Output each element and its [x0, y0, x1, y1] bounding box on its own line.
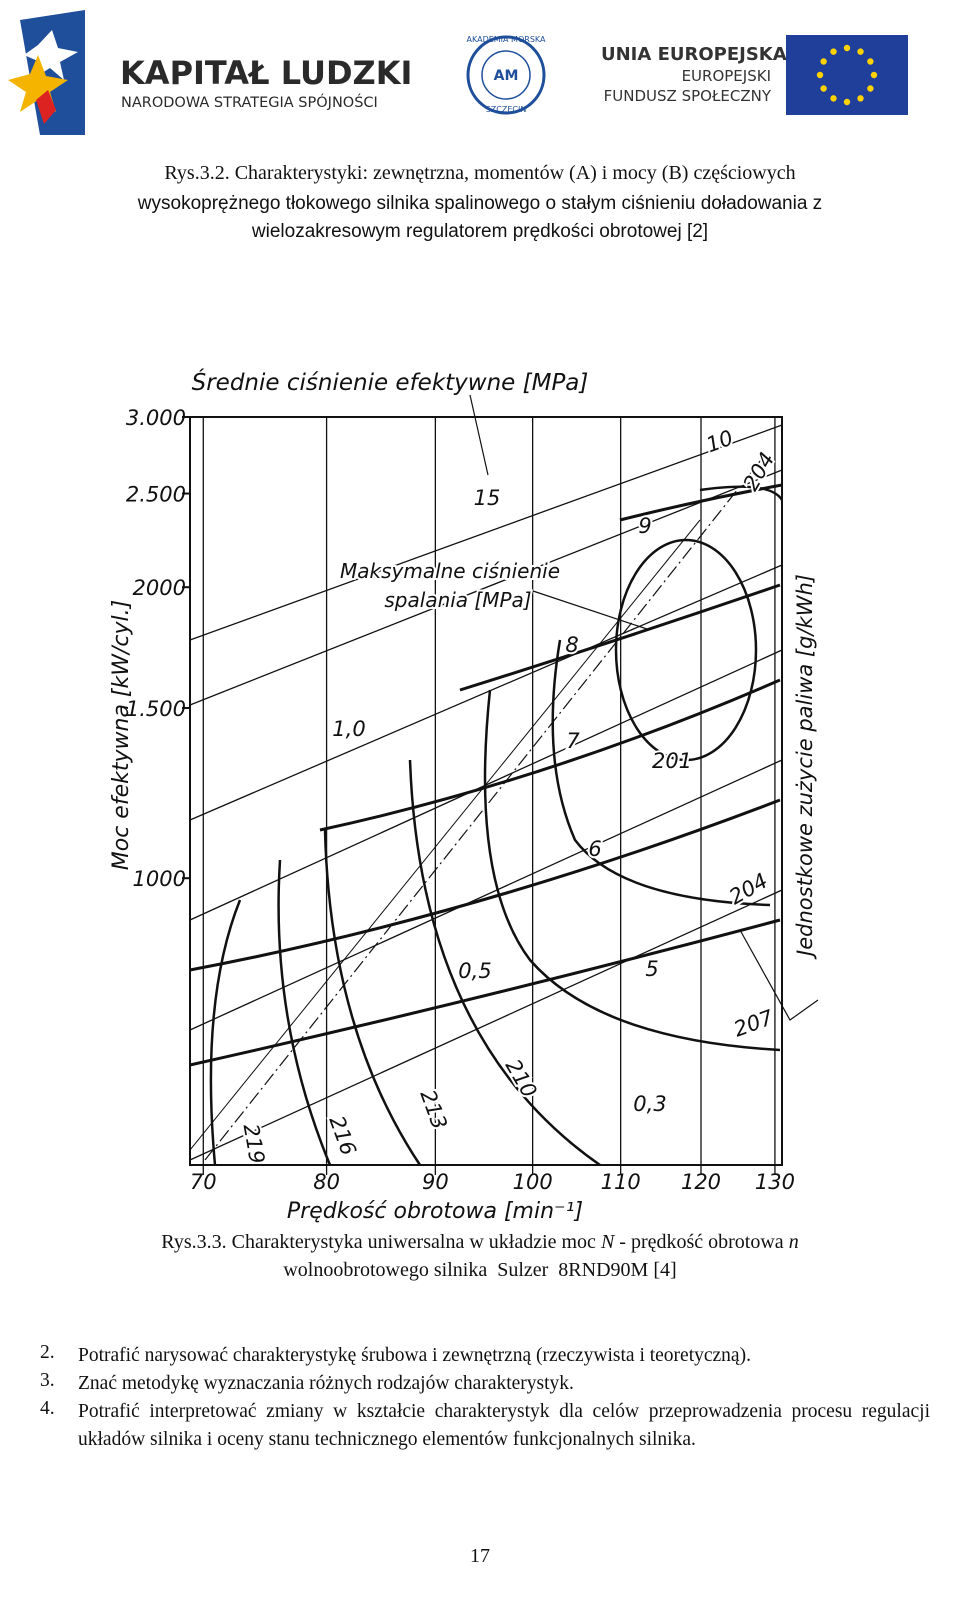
list-item: 3. Znać metodykę wyznaczania różnych rodz… — [40, 1370, 930, 1398]
logo-left-emblem — [8, 10, 85, 135]
x-tick-label: 110 — [601, 1170, 641, 1194]
eu-star — [857, 48, 864, 55]
eu-star — [857, 95, 864, 102]
eu-star — [816, 71, 824, 79]
eu-star — [820, 58, 827, 65]
eu-stars — [816, 44, 878, 106]
page-number: 17 — [470, 1545, 490, 1567]
x-tick-label: 70 — [190, 1170, 217, 1194]
list-item: 2. Potrafić narysować charakterystykę śru… — [40, 1342, 930, 1370]
list-text: Potrafić interpretować zmiany w kształci… — [78, 1401, 930, 1450]
curve-label: 210 — [501, 1055, 542, 1102]
curve-label: 15 — [474, 486, 501, 510]
eu-star — [843, 44, 851, 52]
eu-star — [843, 98, 851, 106]
y-tick-label: 2.500 — [126, 483, 186, 507]
caption-symbol: n — [788, 1231, 799, 1253]
curve-label: 1,0 — [332, 717, 365, 741]
logo-left-subtitle: NARODOWA STRATEGIA SPÓJNOŚCI — [121, 93, 378, 111]
caption-3-line: wolnoobrotowego silnika Sulzer 8RND90M [… — [283, 1259, 677, 1281]
curve-label: 9 — [638, 514, 651, 538]
list-number: 3. — [40, 1370, 55, 1391]
list-number: 4. — [40, 1398, 55, 1419]
chart: 70 80 90 100 110 120 130 1000 1.500 2000 2.500 3.00… — [109, 366, 819, 1224]
list-item: 4. Potrafić interpretować zmiany w kształ… — [40, 1398, 930, 1454]
caption-symbol: N — [600, 1231, 615, 1253]
y-tick-label: 3.000 — [126, 406, 186, 430]
x-tick-label: 100 — [513, 1170, 553, 1194]
logo-center: AKADEMIA MORSKA SZCZECIN AM — [466, 35, 546, 115]
logo-right-line1: EUROPEJSKI — [682, 67, 771, 85]
curve-label: 5 — [645, 957, 658, 981]
y-tick-label: 1.500 — [126, 697, 186, 721]
logo-center-ring-bottom: SZCZECIN — [486, 105, 527, 114]
curve-label: 207 — [731, 1005, 777, 1041]
caption-text: Rys.3.3. Charakterystyka uniwersalna w u… — [161, 1231, 601, 1253]
y-tick-label: 1000 — [133, 867, 186, 891]
caption-2-line: wielozakresowym regulatorem prędkości ob… — [251, 221, 709, 242]
logo-right-line2: FUNDUSZ SPOŁECZNY — [604, 87, 772, 105]
curve-label: 7 — [566, 729, 580, 753]
curve-label: 6 — [588, 837, 601, 861]
x-tick-label: 80 — [313, 1170, 340, 1194]
eu-star — [830, 48, 837, 55]
caption-text: - prędkość obrotowa — [614, 1231, 789, 1253]
curve-label: 213 — [415, 1087, 451, 1133]
caption-2-line: Rys.3.2. Charakterystyki: zewnętrzna, mo… — [164, 162, 796, 184]
x-tick-label: 130 — [755, 1170, 795, 1194]
eu-star — [867, 85, 874, 92]
annotation: Średnie ciśnienie efektywne [MPa] — [192, 368, 589, 396]
eu-star — [870, 71, 878, 79]
eu-star — [867, 58, 874, 65]
curve-label: 201 — [652, 749, 692, 773]
logo-left-title: KAPITAŁ LUDZKI — [120, 54, 412, 92]
logo-right-title: UNIA EUROPEJSKA — [601, 44, 787, 65]
logo-center-monogram: AM — [494, 68, 519, 84]
x-axis-label: Prędkość obrotowa [min⁻¹] — [287, 1199, 583, 1224]
curve-label: 219 — [239, 1122, 270, 1166]
curve-label: 8 — [565, 633, 578, 657]
y-tick-label: 2000 — [133, 576, 186, 600]
x-tick-label: 90 — [422, 1170, 449, 1194]
chart-curves — [189, 394, 819, 1167]
x-tick-label: 120 — [681, 1170, 721, 1194]
logo-center-ring-top: AKADEMIA MORSKA — [467, 35, 546, 44]
annotation: spalania [MPa] — [384, 588, 531, 612]
caption-2-line: wysokoprężnego tłokowego silnika spalino… — [137, 193, 823, 214]
curve-label: 216 — [324, 1113, 360, 1159]
list-text: Potrafić narysować charakterystykę śrubo… — [78, 1345, 751, 1366]
eu-star — [820, 85, 827, 92]
caption-3-line: Rys.3.3. Charakterystyka uniwersalna w u… — [60, 1231, 900, 1254]
curve-label: 0,3 — [633, 1092, 666, 1116]
annotation: Maksymalne ciśnienie — [340, 559, 560, 583]
eu-star — [830, 95, 837, 102]
list-text: Znać metodykę wyznaczania różnych rodzaj… — [78, 1373, 574, 1394]
y2-axis-label: Jednostkowe zużycie paliwa [g/kWh] — [793, 574, 817, 960]
list-number: 2. — [40, 1342, 55, 1363]
y-axis-label: Moc efektywna [kW/cyl.] — [109, 600, 134, 870]
header: KAPITAŁ LUDZKI NARODOWA STRATEGIA SPÓJNO… — [8, 10, 908, 135]
curve-label: 0,5 — [458, 959, 491, 983]
